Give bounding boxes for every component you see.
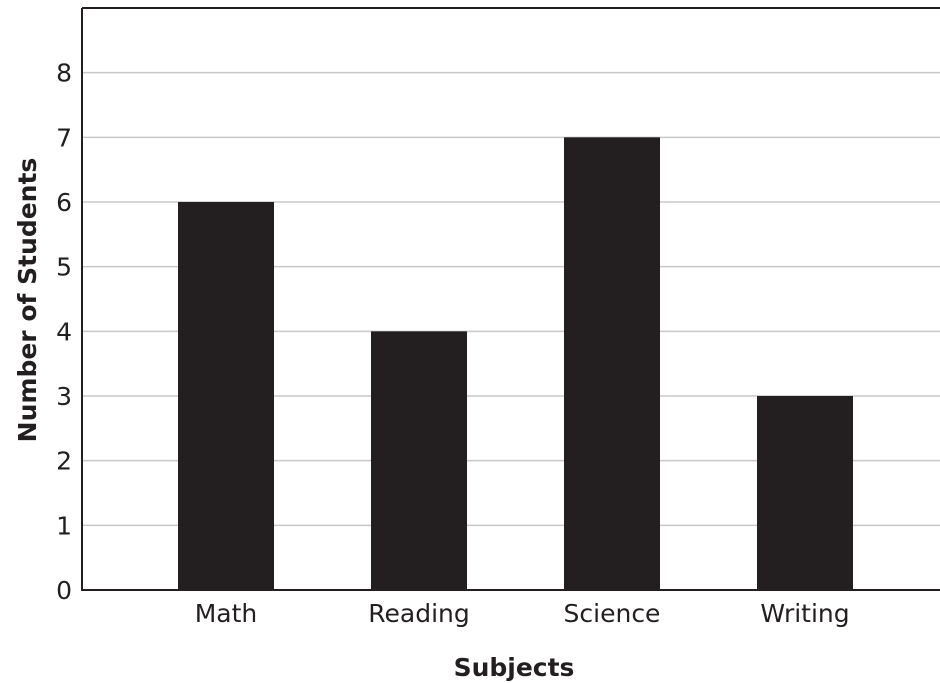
x-axis-title: Subjects [454, 653, 575, 682]
x-tick-label: Reading [368, 599, 469, 628]
y-tick-label: 6 [56, 188, 72, 217]
y-axis-title: Number of Students [13, 158, 42, 443]
y-tick-label: 7 [56, 123, 72, 152]
bar-math [178, 202, 274, 590]
y-tick-label: 8 [56, 59, 72, 88]
y-tick-label: 3 [56, 382, 72, 411]
y-tick-label: 2 [56, 447, 72, 476]
bar-science [564, 137, 660, 591]
y-tick-label: 0 [56, 576, 72, 605]
bar-writing [757, 396, 853, 590]
bar-reading [371, 331, 467, 590]
y-tick-label: 4 [56, 317, 72, 346]
x-tick-label: Writing [760, 599, 849, 628]
x-tick-label: Math [195, 599, 258, 628]
y-tick-labels: 0 1 2 3 4 5 6 7 8 [56, 59, 72, 605]
x-tick-label: Science [564, 599, 661, 628]
bars [178, 137, 853, 591]
y-tick-label: 5 [56, 253, 72, 282]
axes [81, 7, 940, 591]
x-tick-labels: Math Reading Science Writing [195, 599, 850, 628]
y-tick-label: 1 [56, 511, 72, 540]
